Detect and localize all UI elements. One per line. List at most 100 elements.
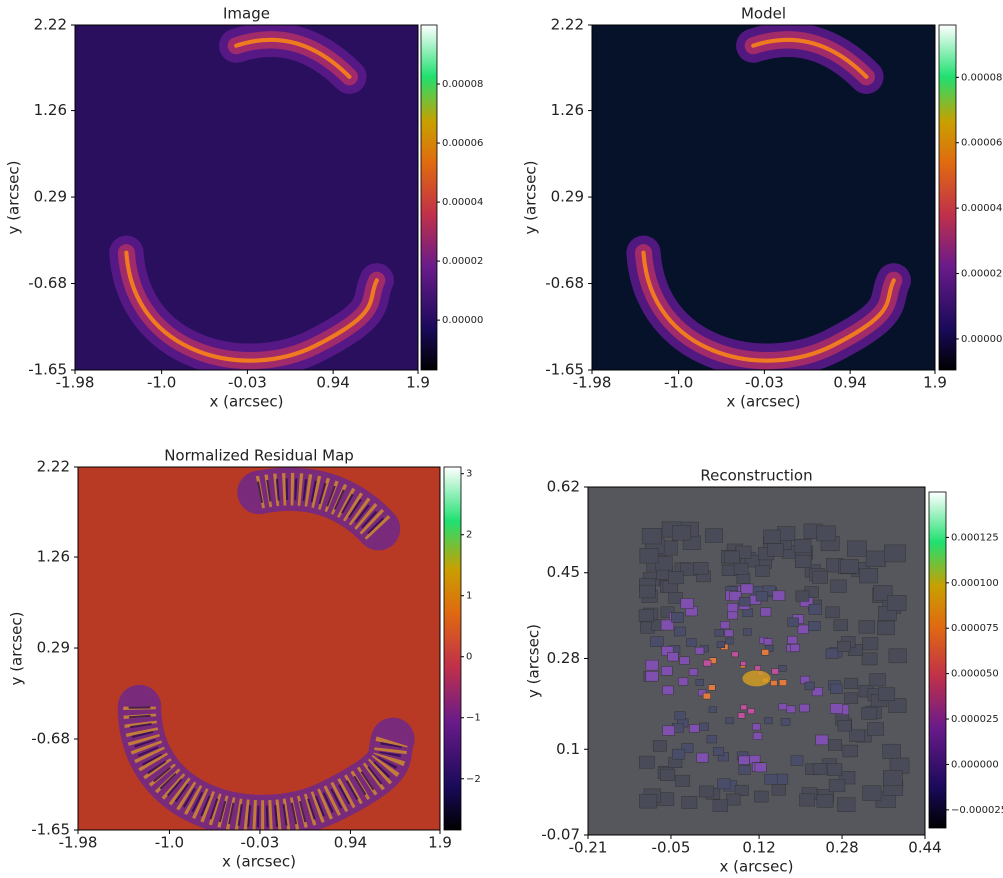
colorbar — [443, 466, 462, 831]
voronoi-cell — [837, 720, 852, 732]
voronoi-cell — [742, 628, 752, 636]
voronoi-cell — [680, 598, 694, 609]
voronoi-cell — [877, 620, 895, 636]
voronoi-cell — [667, 652, 679, 662]
y-tick-label: -0.07 — [541, 826, 580, 844]
voronoi-cell — [780, 718, 791, 726]
voronoi-cell — [740, 704, 748, 711]
colorbar-tick-label: 0.000075 — [951, 623, 999, 634]
y-tick-label: 2.22 — [551, 16, 584, 34]
voronoi-cell — [738, 764, 751, 775]
colorbar-tick-label: 0.000050 — [951, 669, 999, 680]
voronoi-cell — [639, 793, 658, 809]
y-tick-label: 0.62 — [547, 478, 580, 496]
x-tick-label: 0.28 — [825, 839, 858, 857]
x-tick-label: 1.9 — [923, 374, 947, 392]
voronoi-cell — [729, 591, 742, 602]
image-content — [109, 25, 394, 370]
voronoi-cell — [733, 562, 749, 575]
y-tick-label: 2.22 — [37, 458, 70, 476]
colorbar — [420, 24, 438, 371]
voronoi-cell — [720, 621, 730, 629]
voronoi-cell — [678, 677, 689, 686]
colorbar-tick-label: 0.00000 — [442, 315, 483, 326]
voronoi-cell — [754, 790, 769, 803]
voronoi-cell — [674, 626, 686, 637]
voronoi-cell — [740, 583, 754, 594]
colorbar-tick-label: 2 — [466, 530, 472, 541]
x-axis-label: x (arcsec) — [222, 853, 296, 871]
voronoi-cell — [674, 711, 686, 721]
voronoi-cell — [867, 722, 884, 736]
voronoi-cell — [652, 740, 667, 752]
colorbar-tick-label: 0.00004 — [961, 203, 1002, 214]
voronoi-cell — [826, 763, 843, 776]
y-tick-label: -1.65 — [31, 821, 70, 839]
x-tick-label: -1.98 — [59, 834, 98, 852]
voronoi-cell — [755, 565, 770, 577]
arc-core — [751, 37, 869, 79]
voronoi-cell — [645, 671, 659, 682]
image-content — [638, 521, 910, 813]
voronoi-cell — [799, 703, 810, 713]
voronoi-cell — [738, 596, 751, 607]
voronoi-cell — [778, 703, 788, 711]
voronoi-cell — [725, 717, 734, 725]
voronoi-cell — [787, 635, 798, 645]
voronoi-cell — [708, 706, 717, 714]
colorbar-tick-label: 0.00004 — [442, 197, 483, 208]
voronoi-cell — [724, 550, 740, 564]
x-axis-label: x (arcsec) — [210, 393, 284, 411]
voronoi-cell — [645, 659, 659, 671]
voronoi-cell — [778, 679, 787, 686]
voronoi-cell — [744, 555, 760, 568]
voronoi-cell — [742, 608, 754, 618]
voronoi-cell — [837, 797, 856, 813]
voronoi-cell — [828, 778, 846, 793]
voronoi-cell — [660, 606, 675, 618]
colorbar-tick-label: 0.00002 — [961, 269, 1002, 280]
voronoi-cell — [861, 706, 878, 720]
colorbar — [938, 24, 957, 371]
colorbar-tick-label: 0.000125 — [951, 532, 999, 543]
voronoi-cell — [661, 666, 673, 676]
voronoi-cell — [793, 539, 812, 554]
voronoi-cell — [668, 592, 683, 604]
x-tick-label: 0.94 — [316, 374, 349, 392]
colorbar-tick-label: 0.00008 — [442, 79, 483, 90]
voronoi-cell — [650, 636, 664, 647]
voronoi-cell — [790, 643, 800, 652]
x-tick-label: 0.94 — [334, 834, 367, 852]
voronoi-cell — [699, 785, 714, 798]
y-axis-label: y (arcsec) — [522, 161, 540, 235]
voronoi-cell — [698, 722, 709, 731]
voronoi-cell — [738, 755, 750, 765]
voronoi-cell — [693, 562, 709, 575]
voronoi-cell — [811, 570, 828, 584]
voronoi-cell — [697, 689, 707, 697]
voronoi-cell — [763, 529, 781, 544]
x-tick-label: -1.98 — [573, 374, 612, 392]
arc-core — [234, 37, 352, 79]
y-tick-label: -1.65 — [28, 361, 67, 379]
y-tick-label: 1.26 — [37, 548, 70, 566]
image-content — [117, 467, 415, 830]
voronoi-cell — [816, 525, 836, 542]
colorbar-tick-label: 0.000100 — [951, 578, 999, 589]
y-tick-label: -1.65 — [545, 361, 584, 379]
colorbar-tick-label: 0.00006 — [442, 138, 483, 149]
x-axis-label: x (arcsec) — [727, 393, 801, 411]
y-tick-label: -0.68 — [31, 730, 70, 748]
voronoi-cell — [639, 584, 656, 599]
voronoi-cell — [847, 540, 867, 557]
voronoi-cell — [688, 668, 698, 676]
voronoi-cell — [638, 609, 655, 622]
x-tick-label: -0.21 — [569, 839, 608, 857]
voronoi-cell — [671, 612, 684, 623]
voronoi-cell — [882, 770, 903, 787]
voronoi-cell — [639, 548, 659, 564]
voronoi-cell — [702, 692, 711, 700]
y-tick-label: 1.26 — [34, 101, 67, 119]
colorbar-tick-label: 0.000025 — [951, 714, 999, 725]
voronoi-cell — [888, 698, 907, 713]
